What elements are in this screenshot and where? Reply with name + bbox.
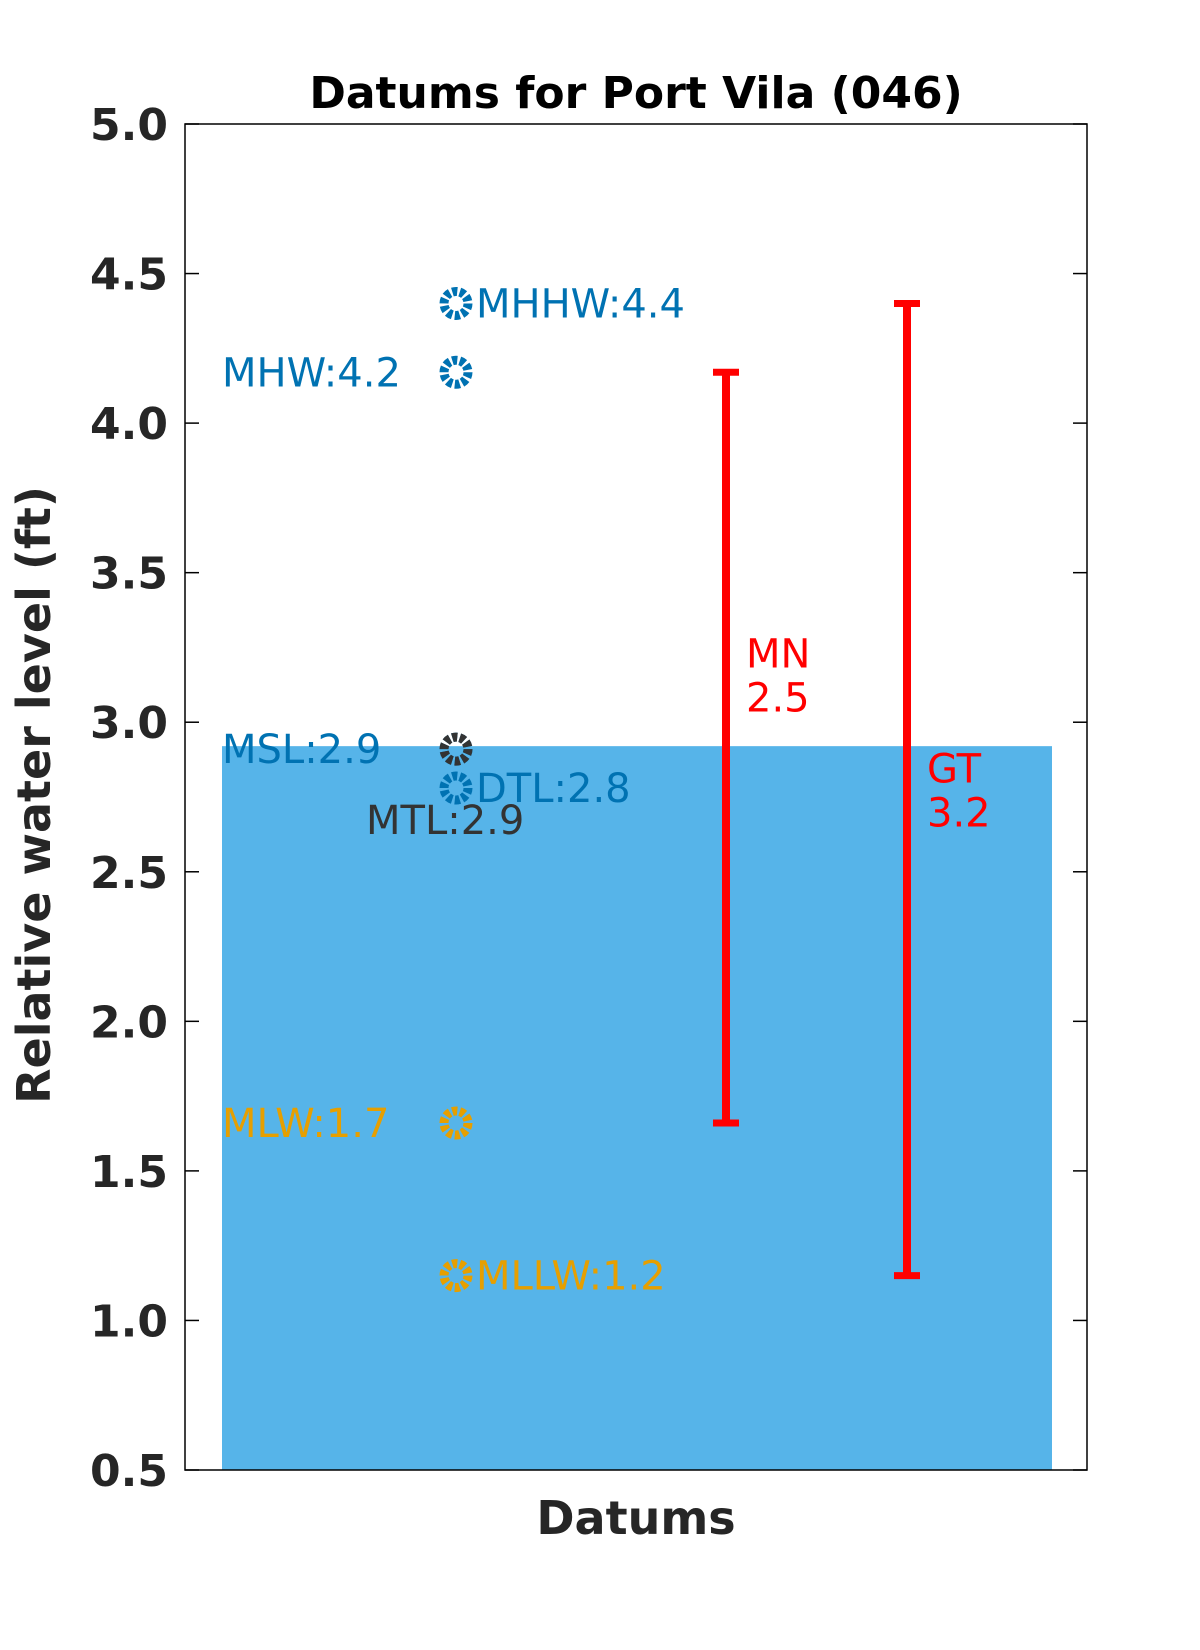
datum-label-4: DTL:2.8 xyxy=(476,766,631,812)
y-tick-label-2: 1.5 xyxy=(90,1147,168,1198)
chart-title: Datums for Port Vila (046) xyxy=(309,68,962,119)
plot-frame xyxy=(184,123,1088,1471)
y-tick-label-1: 1.0 xyxy=(90,1296,168,1347)
y-axis-label: Relative water level (ft) xyxy=(7,486,61,1104)
datum-label-1: MHW:4.2 xyxy=(222,350,401,396)
datum-marker-3 xyxy=(439,732,473,766)
datum-marker-6 xyxy=(439,1259,473,1293)
range-value-0: 2.5 xyxy=(746,676,810,722)
y-tick-label-9: 5.0 xyxy=(90,100,168,151)
range-name-1: GT xyxy=(927,747,982,793)
datum-marker-5 xyxy=(439,1106,473,1140)
datum-label-6: MLLW:1.2 xyxy=(476,1254,666,1300)
datum-label-0: MHHW:4.4 xyxy=(476,281,685,327)
y-tick-label-4: 2.5 xyxy=(90,848,168,899)
datum-label-5: MLW:1.7 xyxy=(222,1101,389,1147)
datum-label-3: MTL:2.9 xyxy=(366,798,524,844)
datum-marker-1 xyxy=(439,355,473,389)
y-tick-label-7: 4.0 xyxy=(90,399,168,450)
range-value-1: 3.2 xyxy=(927,791,991,837)
y-tick-label-6: 3.5 xyxy=(90,549,168,600)
range-name-0: MN xyxy=(746,632,810,678)
y-tick-label-3: 2.0 xyxy=(90,997,168,1048)
datum-marker-4 xyxy=(439,771,473,805)
datum-label-2: MSL:2.9 xyxy=(222,727,381,773)
y-tick-label-0: 0.5 xyxy=(90,1446,168,1497)
datum-marker-0 xyxy=(439,286,473,320)
y-tick-label-8: 4.5 xyxy=(90,250,168,301)
plot-area: 0.5 1.0 1.5 2.0 2.5 3.0 3.5 4.0 4.5 5.0 MHHW:4.4 MH… xyxy=(90,100,1088,1497)
y-tick-label-5: 3.0 xyxy=(90,698,168,749)
water-level-fill xyxy=(222,746,1052,1470)
x-axis-label: Datums xyxy=(536,1491,735,1545)
